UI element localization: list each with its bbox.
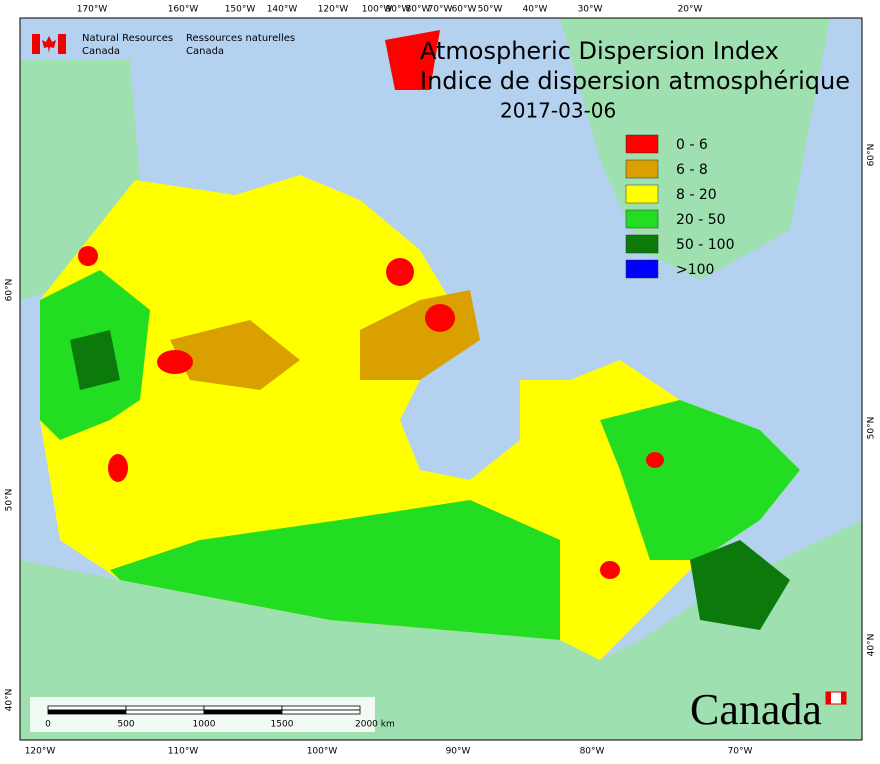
lat-label: 60°N [867,144,877,167]
scale-bar: 0 500 1000 1500 2000 km [30,697,395,732]
maritimes-50-100 [690,540,790,630]
red-spot [78,246,98,266]
org-en: Canada [82,46,120,57]
lon-label: 100°W [362,5,393,15]
alaska-land [20,60,140,300]
flag-bar [58,34,66,54]
red-spot [157,350,193,374]
lon-label: 120°W [25,747,56,757]
scale-segment [47,705,127,711]
org-fr: Ressources naturelles [186,33,295,44]
frame-border [19,17,863,741]
legend-label: 50 - 100 [676,237,735,253]
scale-segment [47,709,127,715]
maple-leaf [42,36,56,53]
date: 2017-03-06 [500,99,616,123]
map-frame [19,17,863,741]
graticule-labels: 170°W 160°W 150°W 140°W 120°W 100°W90°W80°W70… [5,5,877,757]
legend-swatch [625,159,659,179]
legend-label: >100 [676,262,714,278]
title: Atmospheric Dispersion Index [420,37,779,65]
lon-label: 20°W [678,5,703,15]
red-spot [386,258,414,286]
lat-label: 50°N [867,417,877,440]
scale-segment [203,709,283,715]
lon-label: 60°W [452,5,477,15]
lon-label: 160°W [168,5,199,15]
lon-label: 120°W [318,5,349,15]
scale-label: 1000 [193,720,216,730]
legend-swatch [625,134,659,154]
lon-label: 110°W [168,747,199,757]
lat-label: 40°N [5,689,15,712]
lon-label: 80°W [580,747,605,757]
flag-bar [826,692,831,704]
south-20-50 [110,500,560,640]
lon-label: 140°W [267,5,298,15]
lon-label: 70°W [728,747,753,757]
scale-segment [281,705,361,711]
lon-label: 30°W [578,5,603,15]
red-spot [646,452,664,468]
lon-label: 40°W [523,5,548,15]
east-20-50 [600,400,800,560]
lon-label: 90°W [386,5,411,15]
lon-label: 100°W [307,747,338,757]
lon-label: 170°W [77,5,108,15]
lon-label: 150°W [225,5,256,15]
org-fr: Canada [186,46,224,57]
ellesmere-0-6 [385,30,440,90]
legend-label: 8 - 20 [676,187,717,203]
subtitle: Indice de dispersion atmosphérique [420,67,850,95]
legend-swatch [625,259,659,279]
legend-swatch [625,234,659,254]
scale-bg [30,697,375,732]
red-spot [108,454,128,482]
scale-label: 1500 [271,720,294,730]
lat-label: 60°N [5,279,15,302]
legend-label: 0 - 6 [676,137,708,153]
west-coast-50-100 [70,330,120,390]
lon-label: 50°W [478,5,503,15]
scale-label: 500 [117,720,134,730]
scale-segment [281,709,361,715]
red-spot [425,304,455,332]
logo: Natural Resources Canada Ressources natu… [32,33,295,57]
lat-label: 40°N [867,634,877,657]
scale-segment [203,705,283,711]
lon-label: 90°W [446,747,471,757]
flag-bar [841,692,846,704]
legend: 0 - 6 6 - 8 8 - 20 20 - 50 50 - 100 >100 [625,134,735,279]
scale-segment [125,709,205,715]
flag-bar [32,34,40,54]
legend-swatch [625,209,659,229]
scale-segment [125,705,205,711]
wordmark: Canada [690,685,822,734]
north-6-8 [170,320,300,390]
legend-swatch [625,184,659,204]
scale-label: 2000 km [355,720,395,730]
legend-label: 6 - 8 [676,162,708,178]
legend-label: 20 - 50 [676,212,726,228]
usa-land [20,520,862,740]
org-en: Natural Resources [82,33,173,44]
scale-label: 0 [45,720,51,730]
lat-label: 50°N [5,489,15,512]
lon-label: 80°W [406,5,431,15]
lon-label: 70°W [428,5,453,15]
red-spot [600,561,620,579]
